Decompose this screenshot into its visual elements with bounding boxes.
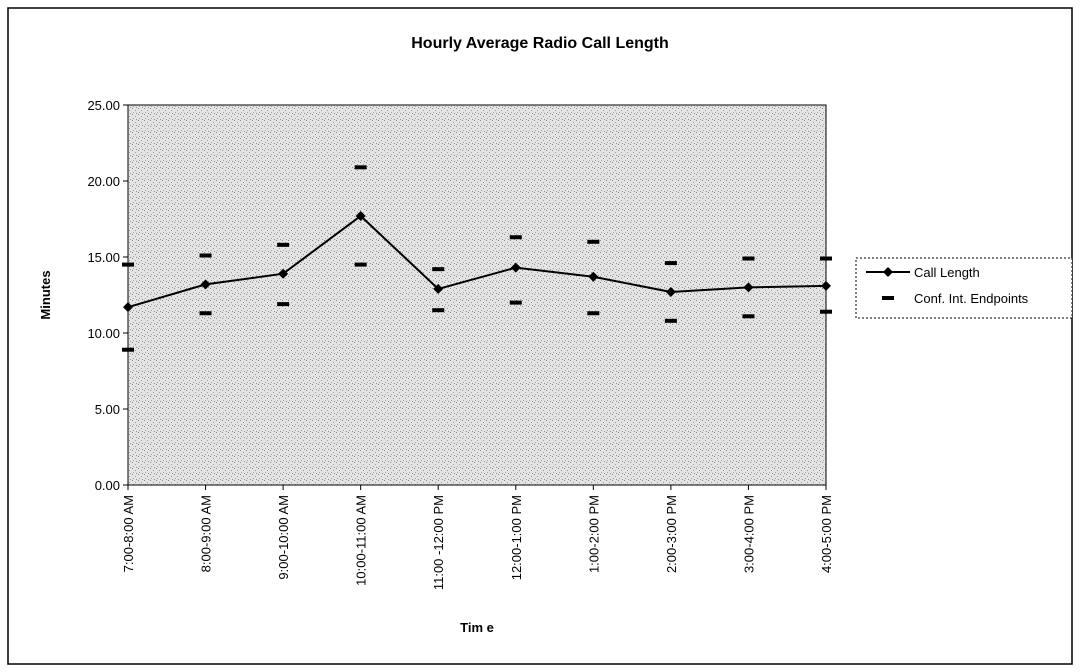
ci-endpoint (432, 308, 445, 313)
ci-endpoint (509, 235, 522, 240)
y-tick-label: 15.00 (87, 250, 120, 265)
ci-endpoint (122, 347, 134, 352)
y-tick-label: 25.00 (87, 98, 120, 113)
ci-endpoint (742, 314, 755, 319)
marker (821, 280, 831, 291)
marker (433, 283, 444, 294)
marker (355, 210, 366, 221)
y-tick-label: 5.00 (95, 402, 120, 417)
x-tick-label: 3:00-4:00 PM (741, 495, 756, 573)
legend-marker (882, 296, 894, 300)
marker (588, 271, 599, 282)
x-tick-label: 4:00-5:00 PM (819, 495, 834, 573)
ci-endpoint (820, 256, 832, 261)
x-tick-label: 12:00-1:00 PM (509, 495, 524, 580)
x-axis-label: Tim e (460, 620, 494, 635)
ci-endpoint (509, 300, 522, 305)
y-tick-label: 0.00 (95, 478, 120, 493)
ci-endpoint (664, 318, 677, 323)
marker (665, 286, 676, 297)
ci-endpoint (199, 311, 212, 316)
marker (123, 302, 133, 313)
x-tick-label: 2:00-3:00 PM (664, 495, 679, 573)
chart-title: Hourly Average Radio Call Length (411, 35, 669, 52)
x-tick-label: 9:00-10:00 AM (276, 495, 291, 580)
ci-endpoint (820, 309, 832, 314)
ci-endpoint (354, 262, 367, 267)
ci-endpoint (277, 302, 290, 307)
y-tick-label: 20.00 (87, 174, 120, 189)
ci-endpoint (354, 165, 367, 170)
legend-marker (883, 267, 893, 277)
plot-area (127, 104, 827, 486)
frame (7, 7, 1073, 665)
legend-label: Conf. Int. Endpoints (914, 291, 1029, 306)
x-tick-label: 1:00-2:00 PM (586, 495, 601, 573)
ci-endpoint (664, 261, 677, 266)
marker (510, 262, 521, 273)
y-axis-label: Minutes (38, 270, 53, 319)
ci-endpoint (587, 311, 600, 316)
ci-endpoint (277, 242, 290, 247)
marker (200, 279, 211, 290)
ci-endpoint (742, 256, 755, 261)
marker (278, 268, 289, 279)
line (127, 214, 827, 309)
legend (855, 257, 1073, 319)
x-tick-label: 8:00-9:00 AM (199, 495, 214, 572)
legend-label: Call Length (914, 265, 980, 280)
ci-endpoint (432, 267, 445, 272)
y-tick-label: 10.00 (87, 326, 120, 341)
ci-endpoint (587, 239, 600, 244)
x-tick-label: 11:00 -12:00 PM (431, 495, 446, 590)
ci-endpoint (122, 262, 134, 267)
x-tick-label: 7:00-8:00 AM (121, 495, 136, 572)
ci-endpoint (199, 253, 212, 258)
marker (743, 282, 754, 293)
x-tick-label: 10:00-11:00 AM (354, 495, 369, 586)
